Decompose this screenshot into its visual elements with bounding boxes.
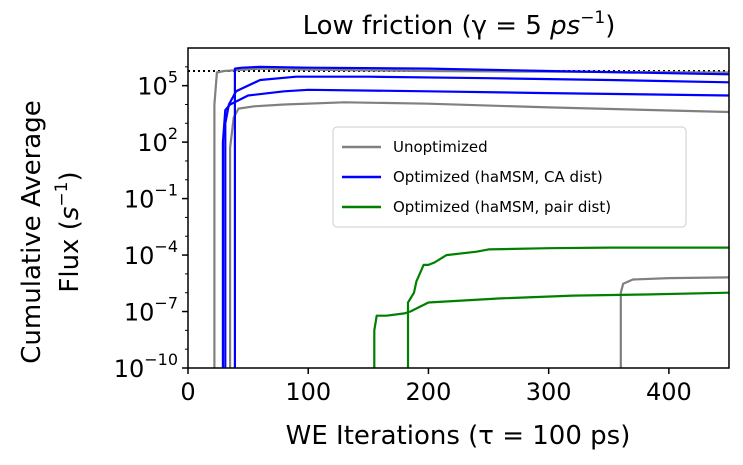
- series-line-8: [406, 246, 729, 368]
- legend-label: Optimized (haMSM, CA dist): [393, 168, 603, 186]
- plot-area: [187, 47, 730, 369]
- legend-box: [332, 126, 687, 228]
- series-line-5: [224, 75, 729, 368]
- y-axis-label-line1: Cumulative Average: [17, 100, 47, 363]
- series-line-7: [373, 291, 729, 368]
- y-tick-label: 10−7: [124, 294, 178, 327]
- y-axis: 10−10 10−7 10−4 10−1 102 105: [114, 66, 188, 383]
- legend-label: Unoptimized: [393, 138, 488, 156]
- x-tick-label: 400: [646, 378, 692, 406]
- series-line-4: [221, 88, 729, 368]
- chart-title: Low friction (γ = 5 ps−1): [303, 8, 616, 41]
- y-axis-label-line2: Flux (s−1): [52, 171, 85, 292]
- x-tick-label: 0: [180, 378, 195, 406]
- series-line-2: [229, 101, 729, 368]
- x-axis-label: WE Iterations (τ = 100 ps): [286, 421, 631, 451]
- y-tick-label: 10−4: [124, 237, 178, 270]
- x-axis: 0 100 200 300 400: [180, 368, 692, 406]
- x-tick-label: 300: [526, 378, 572, 406]
- series-line-3: [619, 276, 729, 368]
- legend: Unoptimized Optimized (haMSM, CA dist) Opt…: [332, 126, 687, 228]
- x-tick-label: 200: [406, 378, 452, 406]
- x-tick-label: 100: [285, 378, 331, 406]
- legend-label: Optimized (haMSM, pair dist): [393, 198, 611, 216]
- series-line-6: [233, 65, 729, 368]
- plot-frame: [187, 47, 730, 369]
- y-tick-label: 10−10: [114, 350, 178, 383]
- y-axis-label: Cumulative Average Flux (s−1): [17, 100, 85, 363]
- y-tick-label: 105: [137, 68, 178, 101]
- y-tick-label: 102: [137, 124, 178, 157]
- series-line-1: [213, 67, 729, 368]
- y-tick-label: 10−1: [124, 181, 178, 214]
